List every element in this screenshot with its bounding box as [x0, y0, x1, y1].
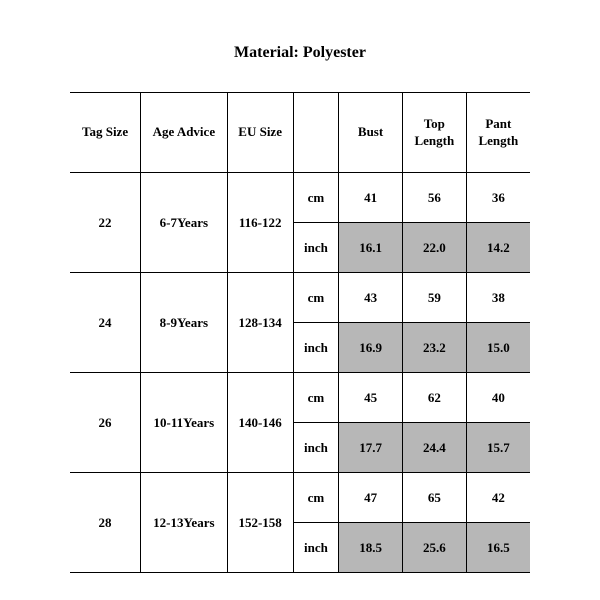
- cell-pant-inch: 15.7: [466, 423, 530, 473]
- cell-age: 12-13Years: [141, 473, 228, 573]
- cell-unit-cm: cm: [293, 373, 339, 423]
- cell-bust-inch: 16.9: [339, 323, 403, 373]
- cell-top-inch: 22.0: [402, 223, 466, 273]
- table-row: 24 8-9Years 128-134 cm 43 59 38: [70, 273, 530, 323]
- cell-top-inch: 24.4: [402, 423, 466, 473]
- cell-unit-inch: inch: [293, 423, 339, 473]
- cell-pant-cm: 42: [466, 473, 530, 523]
- cell-age: 8-9Years: [141, 273, 228, 373]
- cell-bust-inch: 17.7: [339, 423, 403, 473]
- cell-tag: 26: [70, 373, 141, 473]
- col-unit: [293, 93, 339, 173]
- cell-bust-inch: 16.1: [339, 223, 403, 273]
- col-bust: Bust: [339, 93, 403, 173]
- cell-top-inch: 23.2: [402, 323, 466, 373]
- cell-top-cm: 65: [402, 473, 466, 523]
- cell-age: 10-11Years: [141, 373, 228, 473]
- cell-pant-inch: 14.2: [466, 223, 530, 273]
- cell-top-cm: 62: [402, 373, 466, 423]
- table-row: 22 6-7Years 116-122 cm 41 56 36: [70, 173, 530, 223]
- col-pant-length: Pant Length: [466, 93, 530, 173]
- col-top-length: Top Length: [402, 93, 466, 173]
- cell-pant-inch: 16.5: [466, 523, 530, 573]
- cell-unit-cm: cm: [293, 273, 339, 323]
- cell-bust-cm: 45: [339, 373, 403, 423]
- col-eu-size: EU Size: [227, 93, 293, 173]
- cell-bust-cm: 43: [339, 273, 403, 323]
- cell-bust-cm: 47: [339, 473, 403, 523]
- cell-age: 6-7Years: [141, 173, 228, 273]
- cell-unit-inch: inch: [293, 223, 339, 273]
- cell-pant-cm: 40: [466, 373, 530, 423]
- cell-unit-inch: inch: [293, 523, 339, 573]
- cell-top-inch: 25.6: [402, 523, 466, 573]
- cell-tag: 24: [70, 273, 141, 373]
- cell-unit-inch: inch: [293, 323, 339, 373]
- cell-top-cm: 56: [402, 173, 466, 223]
- col-tag-size: Tag Size: [70, 93, 141, 173]
- cell-eu: 140-146: [227, 373, 293, 473]
- cell-eu: 152-158: [227, 473, 293, 573]
- cell-eu: 128-134: [227, 273, 293, 373]
- size-chart-table: Tag Size Age Advice EU Size Bust Top Len…: [70, 92, 530, 573]
- cell-unit-cm: cm: [293, 473, 339, 523]
- page-title: Material: Polyester: [0, 0, 600, 92]
- cell-unit-cm: cm: [293, 173, 339, 223]
- cell-bust-cm: 41: [339, 173, 403, 223]
- table-row: 26 10-11Years 140-146 cm 45 62 40: [70, 373, 530, 423]
- cell-bust-inch: 18.5: [339, 523, 403, 573]
- table-row: 28 12-13Years 152-158 cm 47 65 42: [70, 473, 530, 523]
- cell-top-cm: 59: [402, 273, 466, 323]
- cell-eu: 116-122: [227, 173, 293, 273]
- cell-pant-cm: 38: [466, 273, 530, 323]
- col-age-advice: Age Advice: [141, 93, 228, 173]
- cell-pant-inch: 15.0: [466, 323, 530, 373]
- cell-tag: 22: [70, 173, 141, 273]
- header-row: Tag Size Age Advice EU Size Bust Top Len…: [70, 93, 530, 173]
- cell-pant-cm: 36: [466, 173, 530, 223]
- cell-tag: 28: [70, 473, 141, 573]
